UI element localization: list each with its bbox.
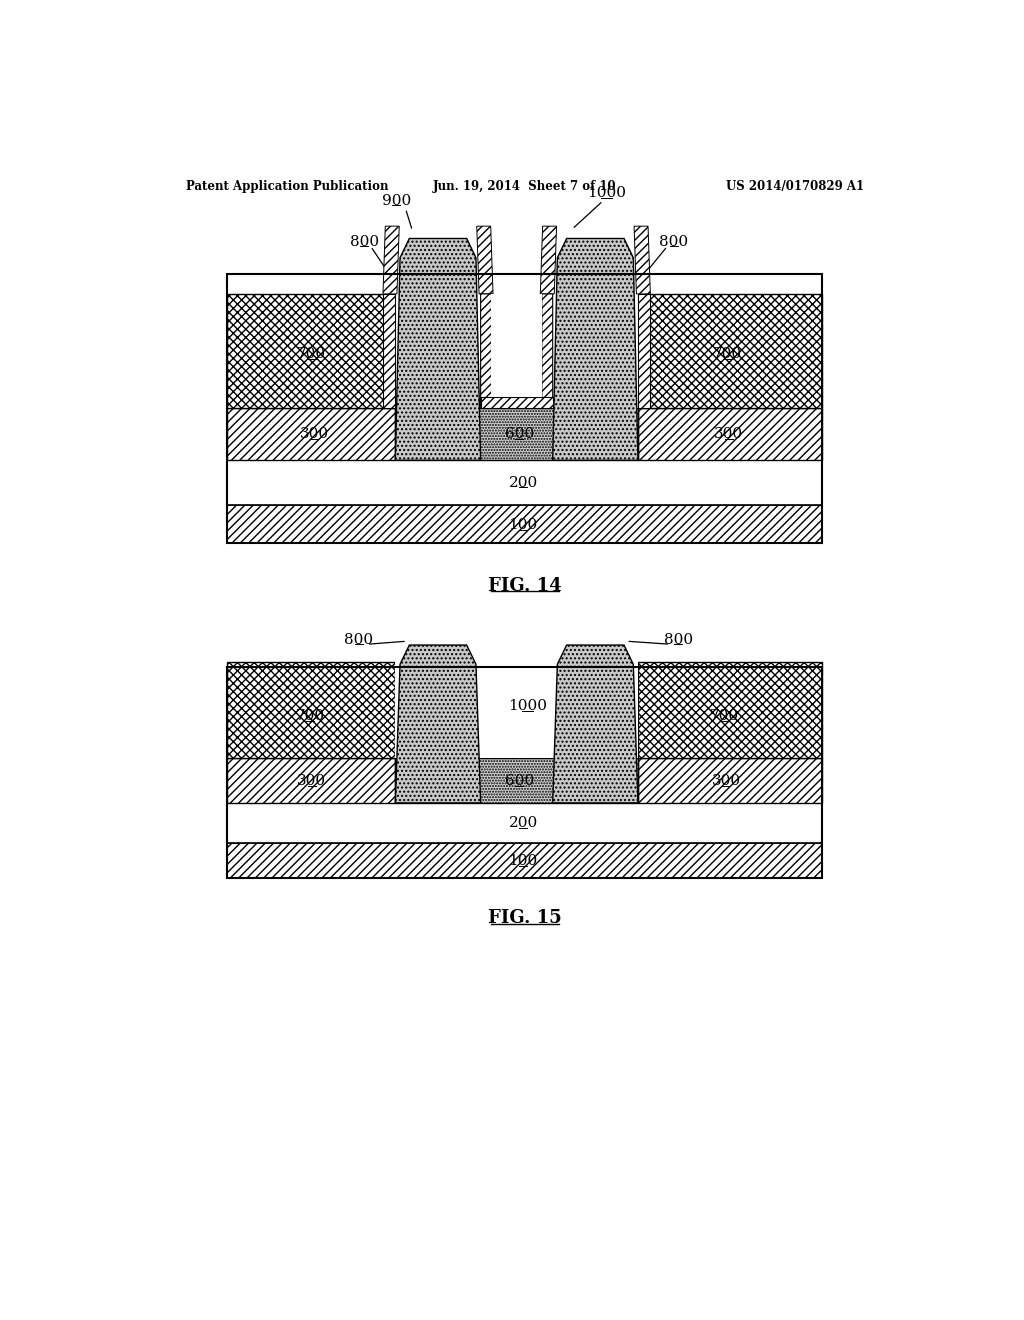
Text: 200: 200 bbox=[509, 475, 538, 490]
Polygon shape bbox=[553, 645, 638, 803]
Text: 700: 700 bbox=[296, 709, 325, 723]
Polygon shape bbox=[383, 226, 399, 294]
Text: 800: 800 bbox=[659, 235, 688, 248]
Text: 600: 600 bbox=[505, 428, 534, 441]
Bar bbox=[227, 408, 395, 461]
Text: 300: 300 bbox=[714, 428, 743, 441]
Polygon shape bbox=[395, 645, 480, 803]
Polygon shape bbox=[634, 226, 650, 294]
Text: 200: 200 bbox=[509, 816, 538, 830]
Polygon shape bbox=[477, 226, 493, 294]
Text: 600: 600 bbox=[505, 775, 534, 788]
Polygon shape bbox=[553, 239, 638, 461]
Polygon shape bbox=[638, 294, 650, 408]
Text: 100: 100 bbox=[509, 517, 538, 532]
Bar bbox=[227, 843, 822, 878]
Text: FIG. 14: FIG. 14 bbox=[488, 577, 561, 595]
Polygon shape bbox=[541, 226, 557, 294]
Text: 1000: 1000 bbox=[508, 698, 547, 713]
Polygon shape bbox=[383, 294, 395, 408]
Polygon shape bbox=[480, 294, 492, 408]
Text: FIG. 15: FIG. 15 bbox=[487, 909, 562, 928]
Bar bbox=[395, 758, 638, 803]
Text: 1000: 1000 bbox=[588, 186, 627, 201]
Text: Patent Application Publication: Patent Application Publication bbox=[186, 181, 389, 194]
Bar bbox=[227, 663, 395, 758]
Text: 300: 300 bbox=[297, 775, 327, 788]
Text: 700: 700 bbox=[713, 347, 741, 360]
Bar bbox=[227, 758, 395, 803]
Bar bbox=[227, 275, 822, 544]
Text: 800: 800 bbox=[350, 235, 379, 248]
Bar bbox=[227, 803, 822, 843]
Text: 300: 300 bbox=[299, 428, 329, 441]
Polygon shape bbox=[395, 239, 480, 461]
Text: 900: 900 bbox=[382, 194, 411, 207]
Bar bbox=[395, 290, 638, 408]
Polygon shape bbox=[480, 397, 553, 408]
Text: Jun. 19, 2014  Sheet 7 of 10: Jun. 19, 2014 Sheet 7 of 10 bbox=[433, 181, 616, 194]
Text: 700: 700 bbox=[711, 709, 739, 723]
Text: 700: 700 bbox=[297, 347, 327, 360]
Bar bbox=[227, 294, 395, 408]
Bar bbox=[638, 663, 822, 758]
Bar bbox=[227, 461, 822, 506]
Bar bbox=[395, 659, 638, 758]
Text: 800: 800 bbox=[664, 632, 693, 647]
Bar bbox=[638, 758, 822, 803]
Bar bbox=[227, 667, 822, 878]
Text: 800: 800 bbox=[344, 632, 374, 647]
Text: 100: 100 bbox=[509, 854, 538, 869]
Bar bbox=[638, 408, 822, 461]
Bar bbox=[395, 408, 638, 461]
Bar bbox=[492, 294, 542, 397]
Text: US 2014/0170829 A1: US 2014/0170829 A1 bbox=[726, 181, 864, 194]
Polygon shape bbox=[542, 294, 553, 408]
Text: 300: 300 bbox=[712, 775, 740, 788]
Bar bbox=[227, 506, 822, 544]
Bar bbox=[638, 294, 822, 408]
